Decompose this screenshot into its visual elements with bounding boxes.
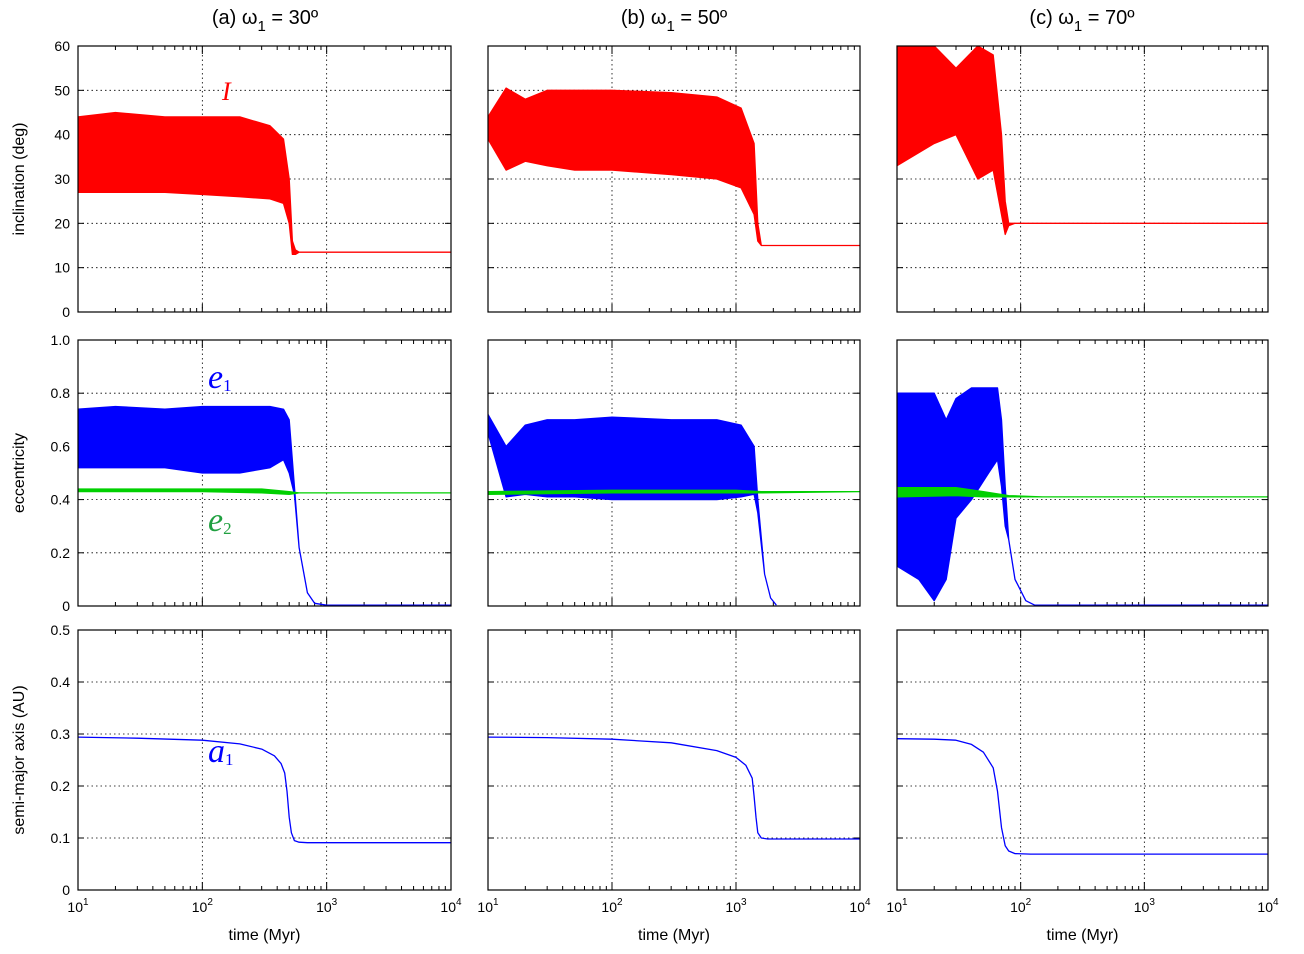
series-a1-line	[897, 738, 1268, 855]
xtick-label: 104	[849, 897, 871, 915]
ytick-label: 0	[62, 304, 70, 320]
ytick-label: 0.2	[51, 778, 71, 794]
ylabel-inclination: inclination (deg)	[11, 123, 28, 236]
ytick-label: 40	[54, 127, 70, 143]
annotation-a1: a1	[208, 733, 234, 770]
column-title-a: (a) ω1 = 30º	[212, 7, 319, 35]
row-ylabels: inclination (deg) eccentricity semi-major …	[11, 123, 28, 835]
ytick-label: 0.1	[51, 830, 71, 846]
xtick-label: 102	[192, 897, 214, 915]
xtick-label: 103	[1134, 897, 1156, 915]
ylabel-eccentricity: eccentricity	[11, 433, 28, 513]
panel-frame	[896, 339, 1269, 607]
series-e1-band	[488, 413, 777, 606]
ytick-label: 60	[54, 38, 70, 54]
ytick-label: 0.4	[51, 492, 71, 508]
ytick-label: 0	[62, 598, 70, 614]
panel-semimajor-b: 101 102 103 104 time (Myr)	[477, 629, 871, 944]
xtick-label: 103	[725, 897, 747, 915]
series-I-band	[78, 111, 451, 256]
column-title-b: (b) ω1 = 50º	[621, 7, 728, 35]
series-I-band	[897, 46, 1268, 236]
series-a1-line	[78, 736, 451, 844]
xtick-label: 101	[477, 897, 499, 915]
panel-inclination-a: 0 10 20 30 40 50 60	[54, 38, 452, 320]
xtick-label: 103	[316, 897, 338, 915]
ytick-label: 50	[54, 82, 70, 98]
ytick-label: 0.6	[51, 438, 71, 454]
column-titles: (a) ω1 = 30º (b) ω1 = 50º (c) ω1 = 70º	[212, 7, 1135, 35]
ylabel-semimajor: semi-major axis (AU)	[11, 685, 28, 834]
series-e1-band	[897, 387, 1268, 606]
xtick-label: 101	[67, 897, 89, 915]
panel-frame	[487, 629, 861, 891]
column-title-c: (c) ω1 = 70º	[1029, 7, 1135, 35]
panel-frame	[487, 339, 861, 607]
ytick-label: 30	[54, 171, 70, 187]
series-I-band	[488, 87, 860, 247]
ytick-label: 0.4	[51, 674, 71, 690]
panel-frame	[77, 339, 452, 607]
panel-frame	[77, 45, 452, 313]
panel-semimajor-a: 0 0.1 0.2 0.3 0.4 0.5 101 102 103 104 time (Myr)	[51, 622, 462, 944]
ytick-label: 0.2	[51, 545, 71, 561]
panel-frame	[77, 629, 452, 891]
panel-frame	[896, 629, 1269, 891]
xtick-label: 104	[440, 897, 462, 915]
xlabel: time (Myr)	[1047, 927, 1119, 944]
series-a1-line	[488, 736, 860, 840]
ytick-label: 10	[54, 260, 70, 276]
annotation-inclination: I	[221, 77, 232, 106]
ytick-label: 1.0	[51, 332, 71, 348]
panels: 010203040506000.20.40.60.81.000.10.20.30…	[51, 38, 1279, 944]
xtick-label: 101	[886, 897, 908, 915]
panel-eccentricity-b	[487, 339, 861, 607]
panel-inclination-c	[896, 45, 1269, 313]
panel-eccentricity-a: 0 0.2 0.4 0.6 0.8 1.0	[51, 332, 452, 614]
series-e2-band	[488, 489, 860, 495]
series-e1-band	[78, 405, 451, 606]
annotation-e2: e2	[208, 502, 232, 539]
annotation-e1: e1	[208, 359, 232, 396]
series-e2-band	[897, 486, 1268, 498]
ytick-label: 20	[54, 215, 70, 231]
ytick-label: 0	[62, 882, 70, 898]
xtick-label: 104	[1257, 897, 1279, 915]
panel-inclination-b	[487, 45, 861, 313]
xtick-label: 102	[601, 897, 623, 915]
panel-frame	[896, 45, 1269, 313]
panel-eccentricity-c	[896, 339, 1269, 607]
xtick-label: 102	[1010, 897, 1032, 915]
ytick-label: 0.5	[51, 622, 71, 638]
xlabel: time (Myr)	[229, 927, 301, 944]
series-e2-band	[78, 488, 451, 495]
annotations: Ie1 e2 a1	[208, 77, 234, 770]
panel-semimajor-c: 101 102 103 104 time (Myr)	[886, 629, 1279, 944]
ytick-label: 0.3	[51, 726, 71, 742]
panel-frame	[487, 45, 861, 313]
xlabel: time (Myr)	[638, 927, 710, 944]
ytick-label: 0.8	[51, 385, 71, 401]
